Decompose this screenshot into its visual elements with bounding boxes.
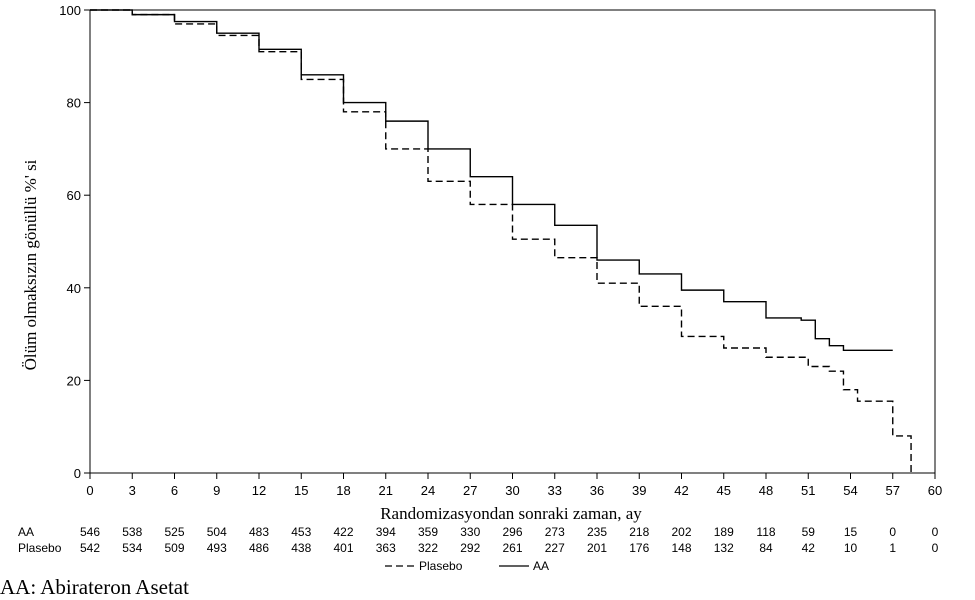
x-tick-label: 24 bbox=[421, 483, 435, 498]
y-tick-label: 0 bbox=[74, 466, 81, 481]
risk-count: 202 bbox=[671, 525, 691, 539]
x-tick-label: 21 bbox=[379, 483, 393, 498]
risk-count: 483 bbox=[249, 525, 269, 539]
risk-count: 493 bbox=[207, 541, 227, 555]
risk-count: 261 bbox=[502, 541, 522, 555]
x-axis-label: Randomizasyondan sonraki zaman, ay bbox=[380, 504, 642, 523]
plot-frame bbox=[89, 9, 936, 474]
risk-count: 509 bbox=[164, 541, 184, 555]
risk-count: 359 bbox=[418, 525, 438, 539]
x-tick-label: 45 bbox=[717, 483, 731, 498]
risk-count: 363 bbox=[376, 541, 396, 555]
survival-lines bbox=[90, 9, 912, 473]
risk-count: 453 bbox=[291, 525, 311, 539]
risk-count: 504 bbox=[207, 525, 227, 539]
series-line-aa bbox=[90, 9, 893, 352]
risk-count: 84 bbox=[759, 541, 773, 555]
risk-count: 534 bbox=[122, 541, 142, 555]
risk-count: 59 bbox=[802, 525, 816, 539]
risk-count: 132 bbox=[714, 541, 734, 555]
risk-count: 227 bbox=[545, 541, 565, 555]
risk-row-label: Plasebo bbox=[18, 541, 62, 555]
survival-chart: 0 3 6 9 12 15 18 21 24 27 30 33 36 39 42 45 48 51 54 57 6002… bbox=[18, 3, 942, 573]
x-tick-label: 57 bbox=[886, 483, 900, 498]
risk-count: 486 bbox=[249, 541, 269, 555]
risk-count: 542 bbox=[80, 541, 100, 555]
risk-count: 1 bbox=[889, 541, 896, 555]
risk-count: 15 bbox=[844, 525, 858, 539]
axis-ticks: 0 3 6 9 12 15 18 21 24 27 30 33 36 39 42 45 48 51 54 57 6002… bbox=[59, 3, 942, 498]
risk-row-label: AA bbox=[18, 525, 34, 539]
x-tick-label: 33 bbox=[548, 483, 562, 498]
risk-table: AA 546 538 525 504 483 453 422 394 359 330 296 273 23… bbox=[18, 525, 939, 555]
risk-count: 546 bbox=[80, 525, 100, 539]
legend-label: AA bbox=[533, 559, 549, 573]
x-tick-label: 42 bbox=[674, 483, 688, 498]
risk-count: 525 bbox=[164, 525, 184, 539]
risk-count: 438 bbox=[291, 541, 311, 555]
x-tick-label: 15 bbox=[294, 483, 308, 498]
y-axis-label: Ölüm olmaksızın gönüllü %' si bbox=[21, 159, 40, 370]
risk-count: 0 bbox=[932, 525, 939, 539]
x-tick-label: 51 bbox=[801, 483, 815, 498]
legend-label: Plasebo bbox=[419, 559, 463, 573]
x-tick-label: 48 bbox=[759, 483, 773, 498]
x-tick-label: 39 bbox=[632, 483, 646, 498]
x-tick-label: 3 bbox=[129, 483, 136, 498]
x-tick-label: 54 bbox=[843, 483, 857, 498]
y-tick-label: 60 bbox=[67, 188, 81, 203]
risk-count: 330 bbox=[460, 525, 480, 539]
y-tick-label: 40 bbox=[67, 281, 81, 296]
y-tick-label: 100 bbox=[59, 3, 81, 18]
risk-count: 422 bbox=[333, 525, 353, 539]
risk-count: 42 bbox=[802, 541, 816, 555]
x-tick-label: 60 bbox=[928, 483, 942, 498]
x-tick-label: 12 bbox=[252, 483, 266, 498]
risk-count: 401 bbox=[333, 541, 353, 555]
risk-count: 118 bbox=[756, 525, 775, 539]
x-tick-label: 36 bbox=[590, 483, 604, 498]
y-tick-label: 20 bbox=[67, 373, 81, 388]
y-tick-label: 80 bbox=[67, 96, 81, 111]
risk-count: 176 bbox=[629, 541, 649, 555]
x-tick-label: 0 bbox=[86, 483, 93, 498]
x-tick-label: 9 bbox=[213, 483, 220, 498]
x-tick-label: 6 bbox=[171, 483, 178, 498]
risk-count: 292 bbox=[460, 541, 480, 555]
x-tick-label: 18 bbox=[336, 483, 350, 498]
risk-count: 189 bbox=[714, 525, 734, 539]
risk-count: 148 bbox=[671, 541, 691, 555]
x-tick-label: 30 bbox=[505, 483, 519, 498]
risk-count: 322 bbox=[418, 541, 438, 555]
risk-count: 0 bbox=[932, 541, 939, 555]
risk-count: 235 bbox=[587, 525, 607, 539]
risk-count: 0 bbox=[889, 525, 896, 539]
risk-count: 296 bbox=[502, 525, 522, 539]
series-line-plasebo bbox=[90, 9, 912, 473]
risk-count: 538 bbox=[122, 525, 142, 539]
risk-count: 394 bbox=[376, 525, 396, 539]
risk-count: 273 bbox=[545, 525, 565, 539]
chart-axes bbox=[89, 9, 936, 474]
risk-count: 10 bbox=[844, 541, 858, 555]
risk-count: 201 bbox=[587, 541, 607, 555]
footnote: AA: Abirateron Asetat bbox=[0, 575, 189, 599]
x-tick-label: 27 bbox=[463, 483, 477, 498]
legend: Plasebo AA bbox=[385, 559, 549, 573]
risk-count: 218 bbox=[629, 525, 649, 539]
